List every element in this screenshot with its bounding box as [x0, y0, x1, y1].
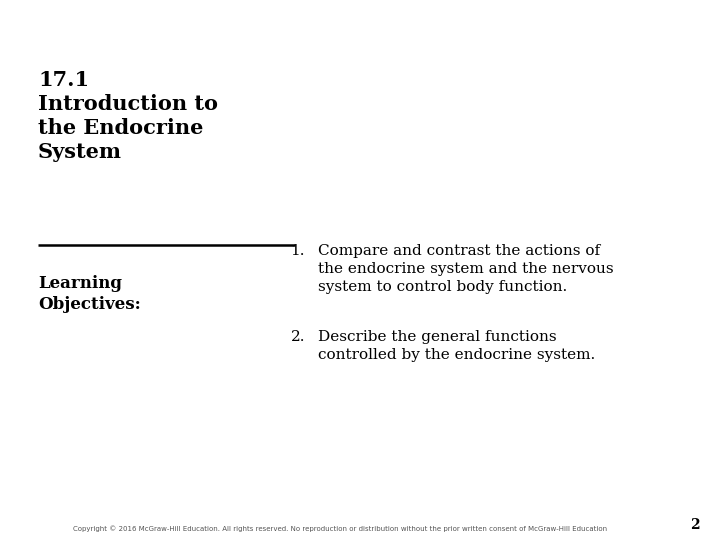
Text: Copyright © 2016 McGraw-Hill Education. All rights reserved. No reproduction or : Copyright © 2016 McGraw-Hill Education. … — [73, 525, 607, 532]
Text: 17.1
Introduction to
the Endocrine
System: 17.1 Introduction to the Endocrine Syste… — [38, 70, 218, 162]
Text: Compare and contrast the actions of
the endocrine system and the nervous
system : Compare and contrast the actions of the … — [318, 244, 613, 294]
Text: 2.: 2. — [290, 330, 305, 344]
Text: Learning
Objectives:: Learning Objectives: — [38, 275, 140, 313]
Text: 2: 2 — [690, 518, 700, 532]
Text: Describe the general functions
controlled by the endocrine system.: Describe the general functions controlle… — [318, 330, 595, 362]
Text: 1.: 1. — [290, 244, 305, 258]
